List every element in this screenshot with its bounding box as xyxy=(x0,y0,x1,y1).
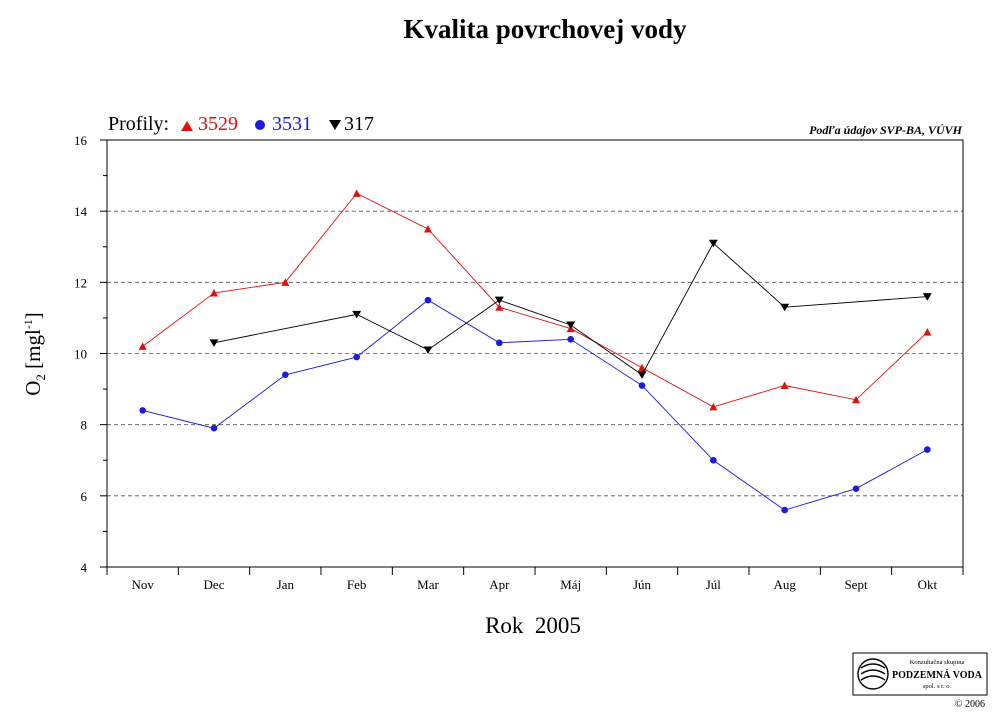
y-label-subscript: 2 xyxy=(33,374,48,381)
legend-marker-3529 xyxy=(181,121,193,131)
data-point-3531 xyxy=(710,456,717,464)
logo-emblem-icon xyxy=(857,658,889,690)
chart-title: Kvalita povrchovej vody xyxy=(404,14,687,44)
series-line-317 xyxy=(213,242,928,376)
data-point-3531 xyxy=(139,407,146,414)
legend-prefix: Profily: xyxy=(108,113,169,135)
data-point-317 xyxy=(922,293,932,301)
x-tick-label: Máj xyxy=(560,577,581,592)
data-point-3531 xyxy=(210,424,218,432)
data-point-317 xyxy=(637,371,647,379)
y-tick-label: 4 xyxy=(81,560,88,575)
x-axis-label: Rok 2005 xyxy=(485,613,581,638)
data-point-3531 xyxy=(282,371,289,379)
copyright: © 2006 xyxy=(955,699,985,710)
data-point-317 xyxy=(352,310,362,319)
data-point-3531 xyxy=(496,339,503,347)
y-label-unit: [mgl xyxy=(21,329,45,374)
legend-marker-3531 xyxy=(255,120,265,130)
y-tick-label: 6 xyxy=(81,489,88,504)
y-label-superscript: -1 xyxy=(21,319,35,329)
data-point-3529 xyxy=(210,289,218,297)
data-point-317 xyxy=(780,303,790,312)
x-tick-label: Apr xyxy=(489,577,510,592)
legend: Profily: 3529 3531 317 xyxy=(108,113,374,135)
y-tick-label: 14 xyxy=(74,204,88,219)
data-point-3529 xyxy=(923,328,932,336)
data-point-3531 xyxy=(424,296,432,304)
data-point-3531 xyxy=(781,506,788,514)
data-point-3529 xyxy=(495,303,504,311)
data-point-317 xyxy=(423,346,433,354)
data-point-3531 xyxy=(638,382,646,389)
y-axis-label: O2 [mgl-1] xyxy=(21,312,48,396)
y-label-base: O xyxy=(21,381,45,396)
data-point-3529 xyxy=(709,402,718,411)
x-tick-label: Okt xyxy=(918,577,938,592)
x-tick-label: Dec xyxy=(204,577,225,592)
x-tick-label: Feb xyxy=(347,577,367,592)
series-layer xyxy=(138,189,932,514)
x-tick-label: Aug xyxy=(773,577,796,592)
y-label-close: ] xyxy=(21,312,45,319)
x-tick-label: Nov xyxy=(131,577,154,592)
data-point-3529 xyxy=(638,363,646,372)
data-point-3531 xyxy=(353,353,360,361)
legend-label-317: 317 xyxy=(344,113,374,135)
y-tick-label: 8 xyxy=(81,418,88,433)
logo-frame xyxy=(852,652,988,696)
x-tick-label: Jún xyxy=(633,577,652,592)
x-tick-label: Júl xyxy=(706,577,722,592)
y-tick-label: 12 xyxy=(74,275,87,290)
data-point-3529 xyxy=(281,278,290,286)
data-point-3529 xyxy=(852,395,860,404)
x-axis: Nov Dec Jan Feb Mar Apr Máj Jún Júl Aug Sept Okt xyxy=(106,567,964,592)
x-tick-label: Sept xyxy=(844,577,868,592)
logo-line3: spol. s r. o. xyxy=(923,683,952,690)
data-point-3529 xyxy=(352,189,361,197)
y-axis: 4 6 8 10 12 14 16 xyxy=(74,133,107,575)
data-point-3531 xyxy=(567,335,574,343)
source-annotation: Podľa údajov SVP-BA, VÚVH xyxy=(809,123,963,137)
x-tick-label: Mar xyxy=(417,577,439,592)
data-point-3529 xyxy=(138,342,147,350)
data-point-317 xyxy=(209,339,219,347)
data-point-317 xyxy=(708,239,718,248)
y-tick-label: 10 xyxy=(74,347,87,362)
data-point-317 xyxy=(494,296,504,305)
legend-label-3529: 3529 xyxy=(198,113,238,135)
logo-line2: PODZEMNÁ VODA xyxy=(892,669,983,681)
legend-label-3531: 3531 xyxy=(272,113,312,135)
data-point-3529 xyxy=(780,381,789,390)
company-logo: Konzultačná skupina PODZEMNÁ VODA spol. … xyxy=(852,652,988,696)
data-point-3529 xyxy=(424,224,432,233)
series-line-3531 xyxy=(142,299,928,511)
legend-marker-317 xyxy=(329,120,341,130)
grid-lines xyxy=(107,210,963,497)
data-point-317 xyxy=(566,321,576,330)
series-line-3529 xyxy=(142,192,928,408)
logo-line1: Konzultačná skupina xyxy=(910,659,965,666)
y-tick-label: 16 xyxy=(74,133,88,148)
data-point-3531 xyxy=(924,446,931,453)
x-tick-label: Jan xyxy=(277,577,295,592)
data-point-3531 xyxy=(852,485,860,493)
